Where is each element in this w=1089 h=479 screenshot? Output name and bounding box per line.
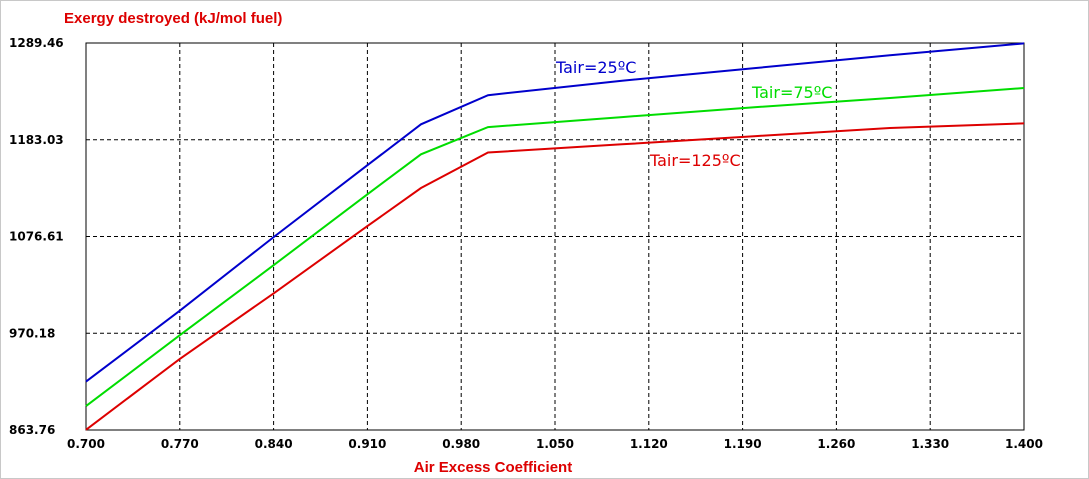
plot-area bbox=[85, 42, 1025, 431]
x-tick-label: 1.120 bbox=[630, 437, 668, 451]
x-axis-ticks: 0.700 0.770 0.840 0.910 0.980 1.050 1.120 1.190… bbox=[67, 437, 1043, 451]
x-tick-label: 1.260 bbox=[817, 437, 855, 451]
series-label-1: Tair=75ºC bbox=[751, 83, 832, 102]
y-tick-label: 1183.03 bbox=[9, 133, 64, 147]
series-labels: Tair=25ºC Tair=75ºC Tair=125ºC bbox=[555, 58, 832, 170]
x-axis-title: Air Excess Coefficient bbox=[414, 459, 572, 476]
y-tick-label: 970.18 bbox=[9, 326, 55, 340]
x-tick-label: 1.050 bbox=[536, 437, 574, 451]
y-tick-label: 1076.61 bbox=[9, 230, 64, 244]
x-tick-label: 1.330 bbox=[911, 437, 949, 451]
y-tick-label: 1289.46 bbox=[9, 36, 64, 50]
x-tick-label: 0.840 bbox=[255, 437, 293, 451]
series-label-2: Tair=125ºC bbox=[649, 151, 741, 170]
series-lines bbox=[85, 42, 1025, 431]
x-tick-label: 0.910 bbox=[348, 437, 386, 451]
x-tick-label: 0.700 bbox=[67, 437, 105, 451]
series-line-2 bbox=[85, 122, 1025, 431]
x-tick-label: 1.400 bbox=[1005, 437, 1043, 451]
series-line-0 bbox=[85, 42, 1025, 383]
series-line-1 bbox=[85, 87, 1025, 407]
x-tick-label: 0.770 bbox=[161, 437, 199, 451]
x-tick-label: 1.190 bbox=[724, 437, 762, 451]
x-tick-label: 0.980 bbox=[442, 437, 480, 451]
series-label-0: Tair=25ºC bbox=[555, 58, 636, 77]
y-tick-label: 863.76 bbox=[9, 423, 55, 437]
y-axis-ticks: 863.76 970.18 1076.61 1183.03 1289.46 bbox=[9, 36, 64, 437]
y-axis-title: Exergy destroyed (kJ/mol fuel) bbox=[64, 10, 282, 27]
grid bbox=[86, 43, 1024, 430]
